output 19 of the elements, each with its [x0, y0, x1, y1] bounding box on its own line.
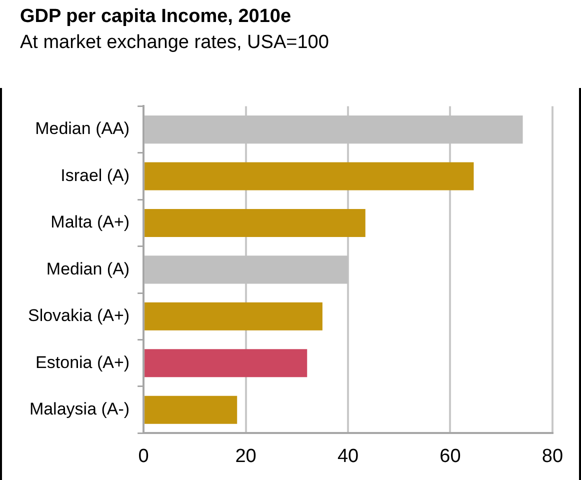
bar: [144, 208, 366, 237]
x-tick-label: 40: [337, 446, 359, 467]
x-tick-label: 60: [440, 446, 461, 467]
y-tick-label: Estonia (A+): [36, 352, 130, 372]
chart-title: GDP per capita Income, 2010e: [20, 6, 292, 28]
y-tick-label: Malta (A+): [50, 212, 130, 232]
bar: [144, 302, 322, 330]
bar: [144, 396, 238, 424]
y-tick-label: Median (AA): [35, 119, 130, 138]
bar: [144, 162, 474, 190]
x-tick-label: 80: [542, 446, 564, 467]
y-tick-label: Malaysia (A-): [29, 400, 130, 419]
y-tick-label: Slovakia (A+): [28, 306, 130, 326]
x-tick-label: 20: [235, 446, 256, 467]
x-tick-label: 0: [138, 446, 149, 467]
bar: [144, 349, 308, 378]
chart-subtitle: At market exchange rates, USA=100: [20, 32, 329, 54]
y-tick-label: Median (A): [46, 259, 130, 278]
y-tick-label: Israel (A): [60, 166, 130, 185]
